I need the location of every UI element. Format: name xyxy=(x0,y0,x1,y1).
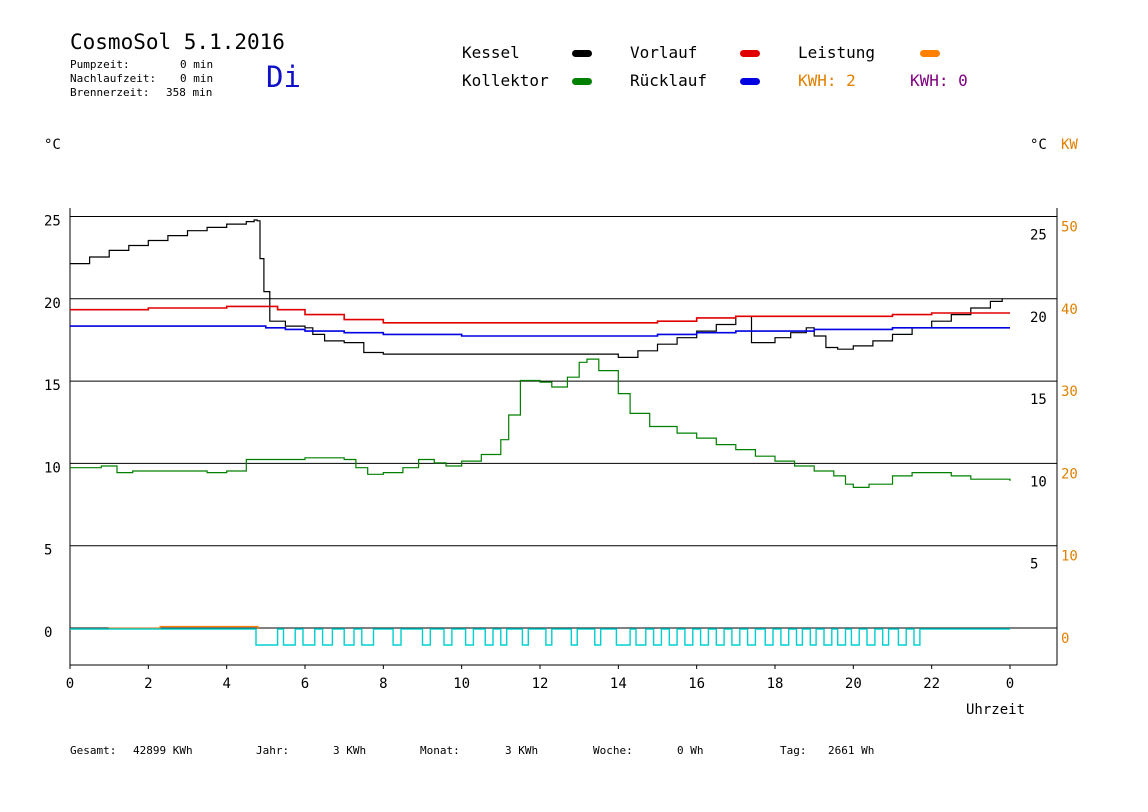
stat-pumpzeit-value: 0 min xyxy=(180,58,214,71)
y-tick-right-kw-0: 0 xyxy=(1061,631,1069,647)
y-tick-left-15: 15 xyxy=(44,378,61,394)
footer-jahr-label: Jahr: xyxy=(256,744,290,757)
y-tick-right-kw-30: 30 xyxy=(1061,384,1078,400)
left-unit-label: °C xyxy=(44,137,61,153)
stat-nachlaufzeit-label: Nachlaufzeit: xyxy=(70,72,157,85)
x-tick-6: 12 xyxy=(532,676,549,692)
legend-ruecklauf-swatch xyxy=(740,78,760,85)
x-tick-8: 16 xyxy=(688,676,705,692)
legend-leistung-swatch xyxy=(920,50,940,57)
legend-vorlauf-label: Vorlauf xyxy=(630,43,698,62)
stat-nachlaufzeit-value: 0 min xyxy=(180,72,214,85)
y-tick-left-5: 5 xyxy=(44,543,52,559)
legend-ruecklauf-label: Rücklauf xyxy=(630,71,708,90)
x-tick-0: 0 xyxy=(66,676,74,692)
y-tick-right-temp-25: 25 xyxy=(1030,228,1047,244)
y-tick-right-kw-50: 50 xyxy=(1061,220,1078,236)
y-tick-right-temp-10: 10 xyxy=(1030,474,1047,490)
right-kw-unit-label: KW xyxy=(1061,137,1078,153)
footer-monat-value: 3 KWh xyxy=(505,744,539,757)
x-tick-1: 2 xyxy=(144,676,152,692)
right-unit-label: °C xyxy=(1030,137,1047,153)
footer-monat-label: Monat: xyxy=(420,744,460,757)
y-tick-right-kw-20: 20 xyxy=(1061,466,1078,482)
series-rcklauf xyxy=(70,325,1010,337)
footer-tag-label: Tag: xyxy=(780,744,807,757)
stat-pumpzeit-label: Pumpzeit: xyxy=(70,58,130,71)
x-tick-9: 18 xyxy=(767,676,784,692)
stat-brennerzeit-label: Brennerzeit: xyxy=(70,86,150,99)
y-tick-right-temp-5: 5 xyxy=(1030,557,1038,573)
legend-kessel-label: Kessel xyxy=(462,43,520,62)
footer-gesamt-label: Gesamt: xyxy=(70,744,117,757)
weekday-label: Di xyxy=(266,60,301,94)
legend-kollektor-label: Kollektor xyxy=(462,71,549,90)
y-tick-right-temp-20: 20 xyxy=(1030,310,1047,326)
y-tick-left-25: 25 xyxy=(44,214,61,230)
y-tick-right-temp-15: 15 xyxy=(1030,392,1047,408)
footer-gesamt-value: 42899 KWh xyxy=(133,744,193,757)
x-tick-3: 6 xyxy=(301,676,309,692)
y-tick-left-0: 0 xyxy=(44,625,52,641)
x-tick-7: 14 xyxy=(610,676,627,692)
footer-tag-value: 2661 Wh xyxy=(828,744,875,757)
legend-kollektor-swatch xyxy=(572,78,592,85)
footer-woche-value: 0 Wh xyxy=(677,744,704,757)
x-tick-4: 8 xyxy=(379,676,387,692)
y-tick-right-kw-10: 10 xyxy=(1061,549,1078,565)
y-tick-right-kw-40: 40 xyxy=(1061,302,1078,318)
y-tick-left-20: 20 xyxy=(44,296,61,312)
chart-title: CosmoSol 5.1.2016 xyxy=(70,30,285,54)
series-kessel xyxy=(70,219,1003,358)
x-tick-12: 0 xyxy=(1006,676,1014,692)
legend-leistung-label: Leistung xyxy=(798,43,876,62)
x-axis-label: Uhrzeit xyxy=(966,702,1026,718)
legend-kwh1: KWH: 2 xyxy=(798,71,856,90)
legend-vorlauf-swatch xyxy=(740,50,760,57)
footer-woche-label: Woche: xyxy=(593,744,633,757)
legend-kwh2: KWH: 0 xyxy=(910,71,968,90)
x-tick-2: 4 xyxy=(222,676,230,692)
series-kollektor xyxy=(70,358,1011,488)
y-tick-left-10: 10 xyxy=(44,460,61,476)
x-tick-11: 22 xyxy=(923,676,940,692)
footer-jahr-value: 3 KWh xyxy=(333,744,367,757)
legend-kessel-swatch xyxy=(572,50,592,57)
stat-brennerzeit-value: 358 min xyxy=(166,86,213,99)
series-vorlauf xyxy=(70,305,1010,324)
x-tick-5: 10 xyxy=(453,676,470,692)
x-tick-10: 20 xyxy=(845,676,862,692)
series-pump-signal xyxy=(70,628,1010,646)
